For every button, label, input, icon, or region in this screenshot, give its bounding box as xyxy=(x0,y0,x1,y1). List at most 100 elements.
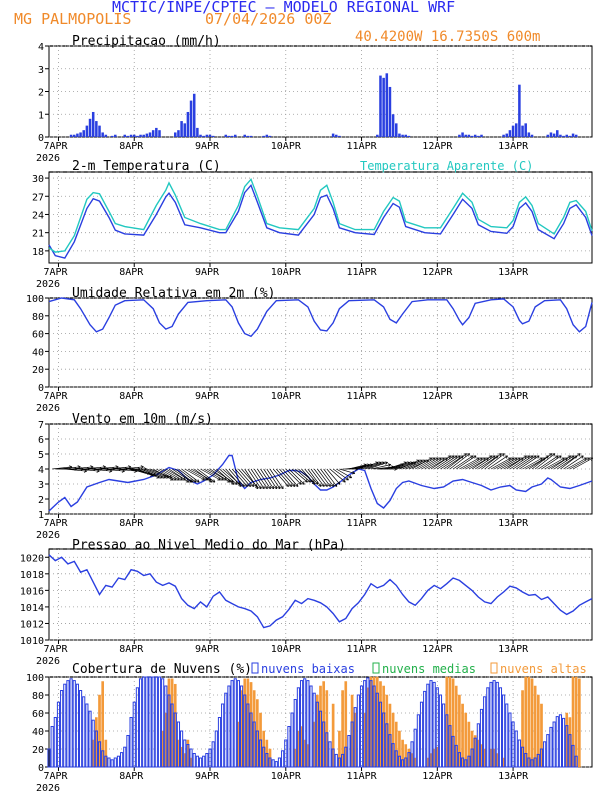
wind-arrowhead xyxy=(208,479,213,483)
wind-arrow xyxy=(490,457,511,470)
precip-bar xyxy=(129,134,133,137)
humidity-year-label: 2026 xyxy=(36,403,60,414)
precip-bar xyxy=(208,134,212,137)
clouds-ytick-label: 60 xyxy=(32,709,44,720)
wind-arrowhead xyxy=(491,455,496,459)
wind-arrow xyxy=(156,468,177,481)
precip-bar xyxy=(382,77,385,137)
low-cloud-bar xyxy=(562,717,566,768)
wind-arrow xyxy=(509,455,530,470)
wind-arrowhead xyxy=(261,485,265,490)
low-cloud-bar xyxy=(189,748,193,768)
precip-bar xyxy=(480,134,483,137)
low-cloud-bar xyxy=(413,728,417,768)
low-cloud-bar xyxy=(157,676,162,768)
precip-bar xyxy=(473,134,477,137)
wind-arrowhead xyxy=(140,465,144,469)
wind-arrowhead xyxy=(387,463,392,467)
wind-arrow xyxy=(519,455,540,470)
precip-bar xyxy=(565,134,569,137)
wind-arrow xyxy=(424,457,445,470)
low-cloud-bar xyxy=(334,753,338,768)
precip-bar xyxy=(571,133,575,137)
wind-arrow xyxy=(481,453,502,470)
wind-arrow xyxy=(389,462,410,470)
precip-bar xyxy=(388,86,392,137)
wind-arrowhead xyxy=(589,457,594,461)
precip-bar xyxy=(224,134,228,137)
legend-swatch-1 xyxy=(372,662,380,674)
low-cloud-bar xyxy=(445,714,449,768)
precip-ytick-label: 3 xyxy=(38,65,44,76)
low-cloud-bar xyxy=(378,701,383,768)
precip-xtick-label: 10APR xyxy=(271,141,302,152)
precip-bar xyxy=(98,125,101,137)
wind-arrowhead xyxy=(280,485,284,490)
wind-arrow xyxy=(512,455,534,470)
precip-bar xyxy=(76,133,79,137)
precip-bar xyxy=(376,134,379,137)
temperature-year-label: 2026 xyxy=(36,279,60,290)
wind-arrowhead xyxy=(384,461,388,465)
precip-bar xyxy=(145,133,149,137)
precip-bar xyxy=(395,123,398,137)
low-cloud-bar xyxy=(303,678,307,768)
low-cloud-bar xyxy=(277,757,282,768)
high-cloud-bar xyxy=(527,676,531,768)
low-cloud-bar xyxy=(546,734,550,768)
humidity-xtick-label: 13APR xyxy=(498,391,529,402)
precip-ytick-label: 4 xyxy=(38,42,44,53)
legend-label-2: nuvens altas xyxy=(500,662,587,676)
low-cloud-bar xyxy=(148,676,152,768)
wind-arrow xyxy=(77,468,100,472)
low-cloud-bar xyxy=(476,723,480,768)
wind-arrowhead xyxy=(264,485,268,490)
precip-bar xyxy=(233,134,237,137)
wind-arrowhead xyxy=(498,453,502,457)
clouds-ytick-label: 0 xyxy=(38,763,44,774)
precip-bar xyxy=(458,134,461,137)
wind-arrowhead xyxy=(473,455,477,459)
low-cloud-bar xyxy=(470,748,474,768)
wind-arrow xyxy=(234,468,251,487)
pressure-ytick-label: 1012 xyxy=(20,619,44,630)
wind-arrowhead xyxy=(295,483,299,487)
temperature-xtick-label: 9APR xyxy=(195,267,220,278)
wind-arrow xyxy=(52,466,72,470)
wind-arrowhead xyxy=(189,479,194,483)
wind-arrowhead xyxy=(330,483,335,487)
precip-bar xyxy=(262,135,265,137)
wind-ytick-label: 4 xyxy=(38,465,44,476)
precip-bar xyxy=(524,123,527,137)
pressure-panel xyxy=(45,548,593,644)
precip-bar xyxy=(79,132,82,137)
precip-xtick-label: 7APR xyxy=(43,141,68,152)
low-cloud-bar xyxy=(397,755,402,768)
legend-swatch-0 xyxy=(251,662,259,674)
wind-xtick-label: 10APR xyxy=(271,518,302,529)
wind-arrowhead xyxy=(277,485,281,490)
pressure-xtick-label: 8APR xyxy=(119,644,144,655)
low-cloud-bar xyxy=(454,744,458,768)
precip-bar xyxy=(552,133,556,137)
low-cloud-bar xyxy=(296,687,300,768)
precip-bar xyxy=(88,118,92,137)
low-cloud-bar xyxy=(192,753,196,768)
wind-arrowhead xyxy=(301,481,305,485)
pressure-year-label: 2026 xyxy=(36,656,60,667)
low-cloud-bar xyxy=(312,692,316,768)
wind-arrow xyxy=(219,468,238,485)
humidity-frame xyxy=(48,297,593,388)
low-cloud-bar xyxy=(85,703,89,768)
precip-xtick-label: 12APR xyxy=(422,141,453,152)
low-cloud-bar xyxy=(309,685,313,768)
wind-arrowhead xyxy=(469,455,474,459)
low-cloud-bar xyxy=(530,759,534,768)
low-cloud-bar xyxy=(265,753,269,768)
low-cloud-bar xyxy=(558,714,563,768)
low-cloud-bar xyxy=(432,681,436,768)
wind-arrow xyxy=(115,468,138,472)
precip-bar xyxy=(227,135,231,137)
low-cloud-bar xyxy=(173,712,177,768)
low-cloud-bar xyxy=(451,735,455,768)
